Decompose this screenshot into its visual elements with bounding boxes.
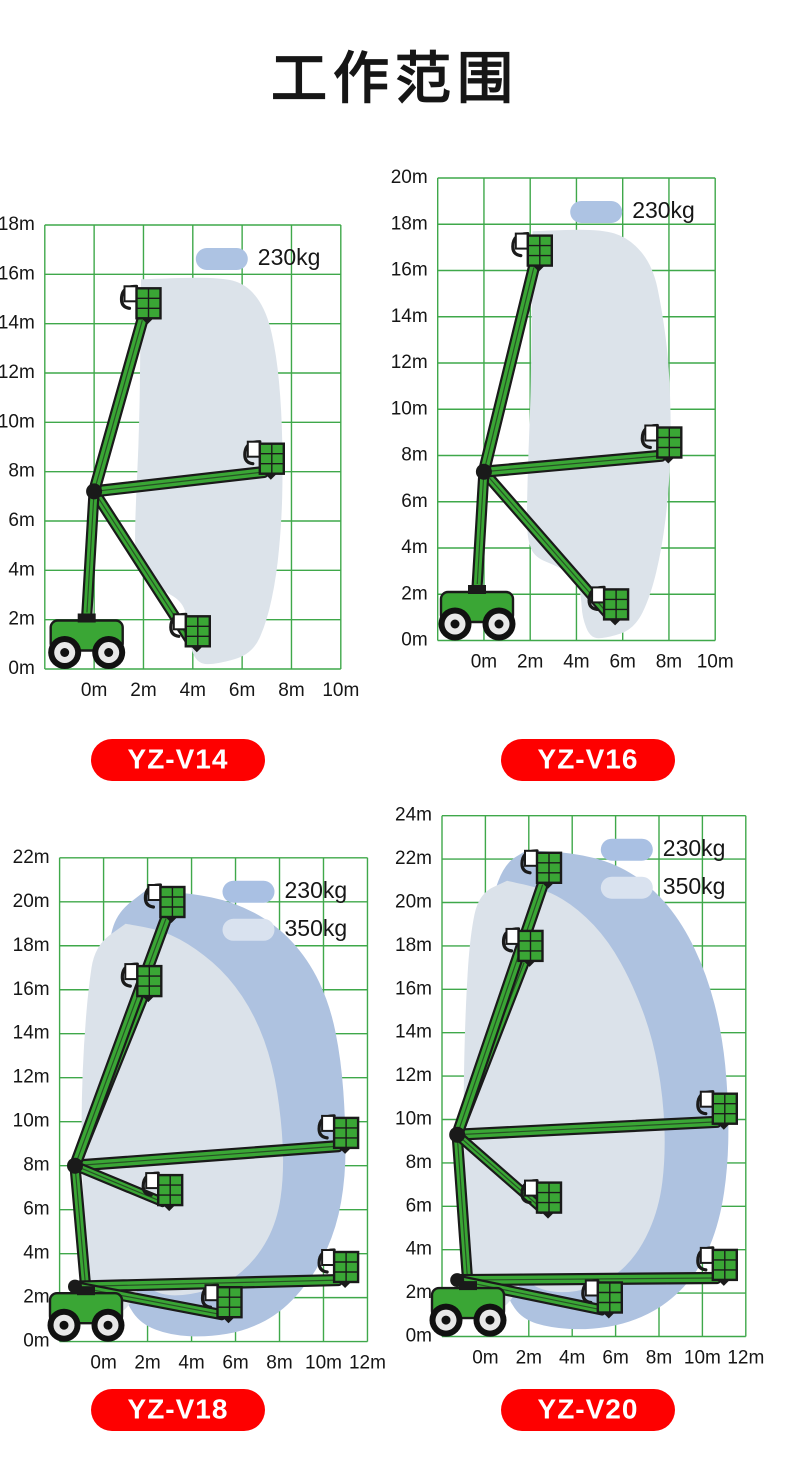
svg-text:YZ-V18: YZ-V18 xyxy=(128,1393,229,1424)
svg-text:YZ-V14: YZ-V14 xyxy=(128,743,229,774)
svg-text:10m: 10m xyxy=(684,1348,721,1369)
svg-text:4m: 4m xyxy=(406,1239,432,1260)
svg-text:12m: 12m xyxy=(0,362,35,383)
svg-text:8m: 8m xyxy=(646,1348,672,1369)
svg-text:4m: 4m xyxy=(23,1243,49,1264)
svg-text:6m: 6m xyxy=(602,1348,628,1369)
svg-text:2m: 2m xyxy=(134,1353,160,1374)
svg-text:12m: 12m xyxy=(391,352,428,373)
svg-text:10m: 10m xyxy=(305,1353,342,1374)
svg-text:6m: 6m xyxy=(229,680,255,701)
svg-text:2m: 2m xyxy=(23,1287,49,1308)
svg-text:2m: 2m xyxy=(130,680,156,701)
svg-text:10m: 10m xyxy=(395,1109,432,1130)
svg-text:4m: 4m xyxy=(559,1348,585,1369)
svg-text:8m: 8m xyxy=(401,445,427,466)
svg-text:350kg: 350kg xyxy=(663,873,726,899)
svg-text:6m: 6m xyxy=(609,652,635,673)
svg-text:2m: 2m xyxy=(8,609,34,630)
svg-text:20m: 20m xyxy=(391,167,428,188)
svg-text:0m: 0m xyxy=(8,658,34,679)
svg-text:2m: 2m xyxy=(517,652,543,673)
svg-text:6m: 6m xyxy=(8,510,34,531)
svg-text:16m: 16m xyxy=(391,260,428,281)
svg-text:14m: 14m xyxy=(391,306,428,327)
svg-text:18m: 18m xyxy=(0,214,35,235)
svg-text:12m: 12m xyxy=(395,1065,432,1086)
svg-text:4m: 4m xyxy=(563,652,589,673)
svg-text:350kg: 350kg xyxy=(285,915,348,941)
svg-text:4m: 4m xyxy=(178,1353,204,1374)
svg-text:10m: 10m xyxy=(0,411,35,432)
svg-text:12m: 12m xyxy=(727,1348,764,1369)
svg-text:12m: 12m xyxy=(13,1067,50,1088)
svg-text:8m: 8m xyxy=(23,1155,49,1176)
svg-text:4m: 4m xyxy=(401,537,427,558)
svg-text:24m: 24m xyxy=(395,805,432,826)
svg-text:0m: 0m xyxy=(471,652,497,673)
svg-text:2m: 2m xyxy=(406,1282,432,1303)
svg-text:10m: 10m xyxy=(391,398,428,419)
svg-text:8m: 8m xyxy=(266,1353,292,1374)
svg-text:14m: 14m xyxy=(0,313,35,334)
svg-text:2m: 2m xyxy=(401,583,427,604)
svg-text:14m: 14m xyxy=(395,1022,432,1043)
svg-text:6m: 6m xyxy=(222,1353,248,1374)
svg-text:10m: 10m xyxy=(322,680,359,701)
svg-text:8m: 8m xyxy=(8,461,34,482)
svg-text:0m: 0m xyxy=(90,1353,116,1374)
svg-text:0m: 0m xyxy=(472,1348,498,1369)
svg-text:22m: 22m xyxy=(13,847,50,868)
svg-text:YZ-V20: YZ-V20 xyxy=(538,1393,639,1424)
svg-text:20m: 20m xyxy=(395,892,432,913)
svg-text:4m: 4m xyxy=(180,680,206,701)
svg-text:YZ-V16: YZ-V16 xyxy=(538,743,639,774)
svg-text:0m: 0m xyxy=(406,1326,432,1347)
svg-text:230kg: 230kg xyxy=(663,835,726,861)
svg-text:18m: 18m xyxy=(13,935,50,956)
svg-text:230kg: 230kg xyxy=(632,197,695,223)
svg-text:8m: 8m xyxy=(406,1152,432,1173)
svg-text:6m: 6m xyxy=(401,491,427,512)
svg-text:8m: 8m xyxy=(278,680,304,701)
svg-text:4m: 4m xyxy=(8,559,34,580)
svg-text:16m: 16m xyxy=(0,263,35,284)
svg-text:10m: 10m xyxy=(13,1111,50,1132)
svg-text:16m: 16m xyxy=(395,978,432,999)
svg-text:2m: 2m xyxy=(516,1348,542,1369)
svg-text:230kg: 230kg xyxy=(285,877,348,903)
svg-text:12m: 12m xyxy=(349,1353,386,1374)
svg-text:6m: 6m xyxy=(406,1195,432,1216)
svg-text:18m: 18m xyxy=(391,213,428,234)
svg-text:0m: 0m xyxy=(81,680,107,701)
svg-text:22m: 22m xyxy=(395,848,432,869)
svg-text:18m: 18m xyxy=(395,935,432,956)
svg-text:8m: 8m xyxy=(656,652,682,673)
svg-text:0m: 0m xyxy=(23,1331,49,1352)
svg-text:230kg: 230kg xyxy=(258,244,321,270)
svg-text:16m: 16m xyxy=(13,979,50,1000)
svg-text:6m: 6m xyxy=(23,1199,49,1220)
svg-text:10m: 10m xyxy=(697,652,734,673)
svg-text:0m: 0m xyxy=(401,630,427,651)
svg-text:14m: 14m xyxy=(13,1023,50,1044)
svg-text:20m: 20m xyxy=(13,891,50,912)
